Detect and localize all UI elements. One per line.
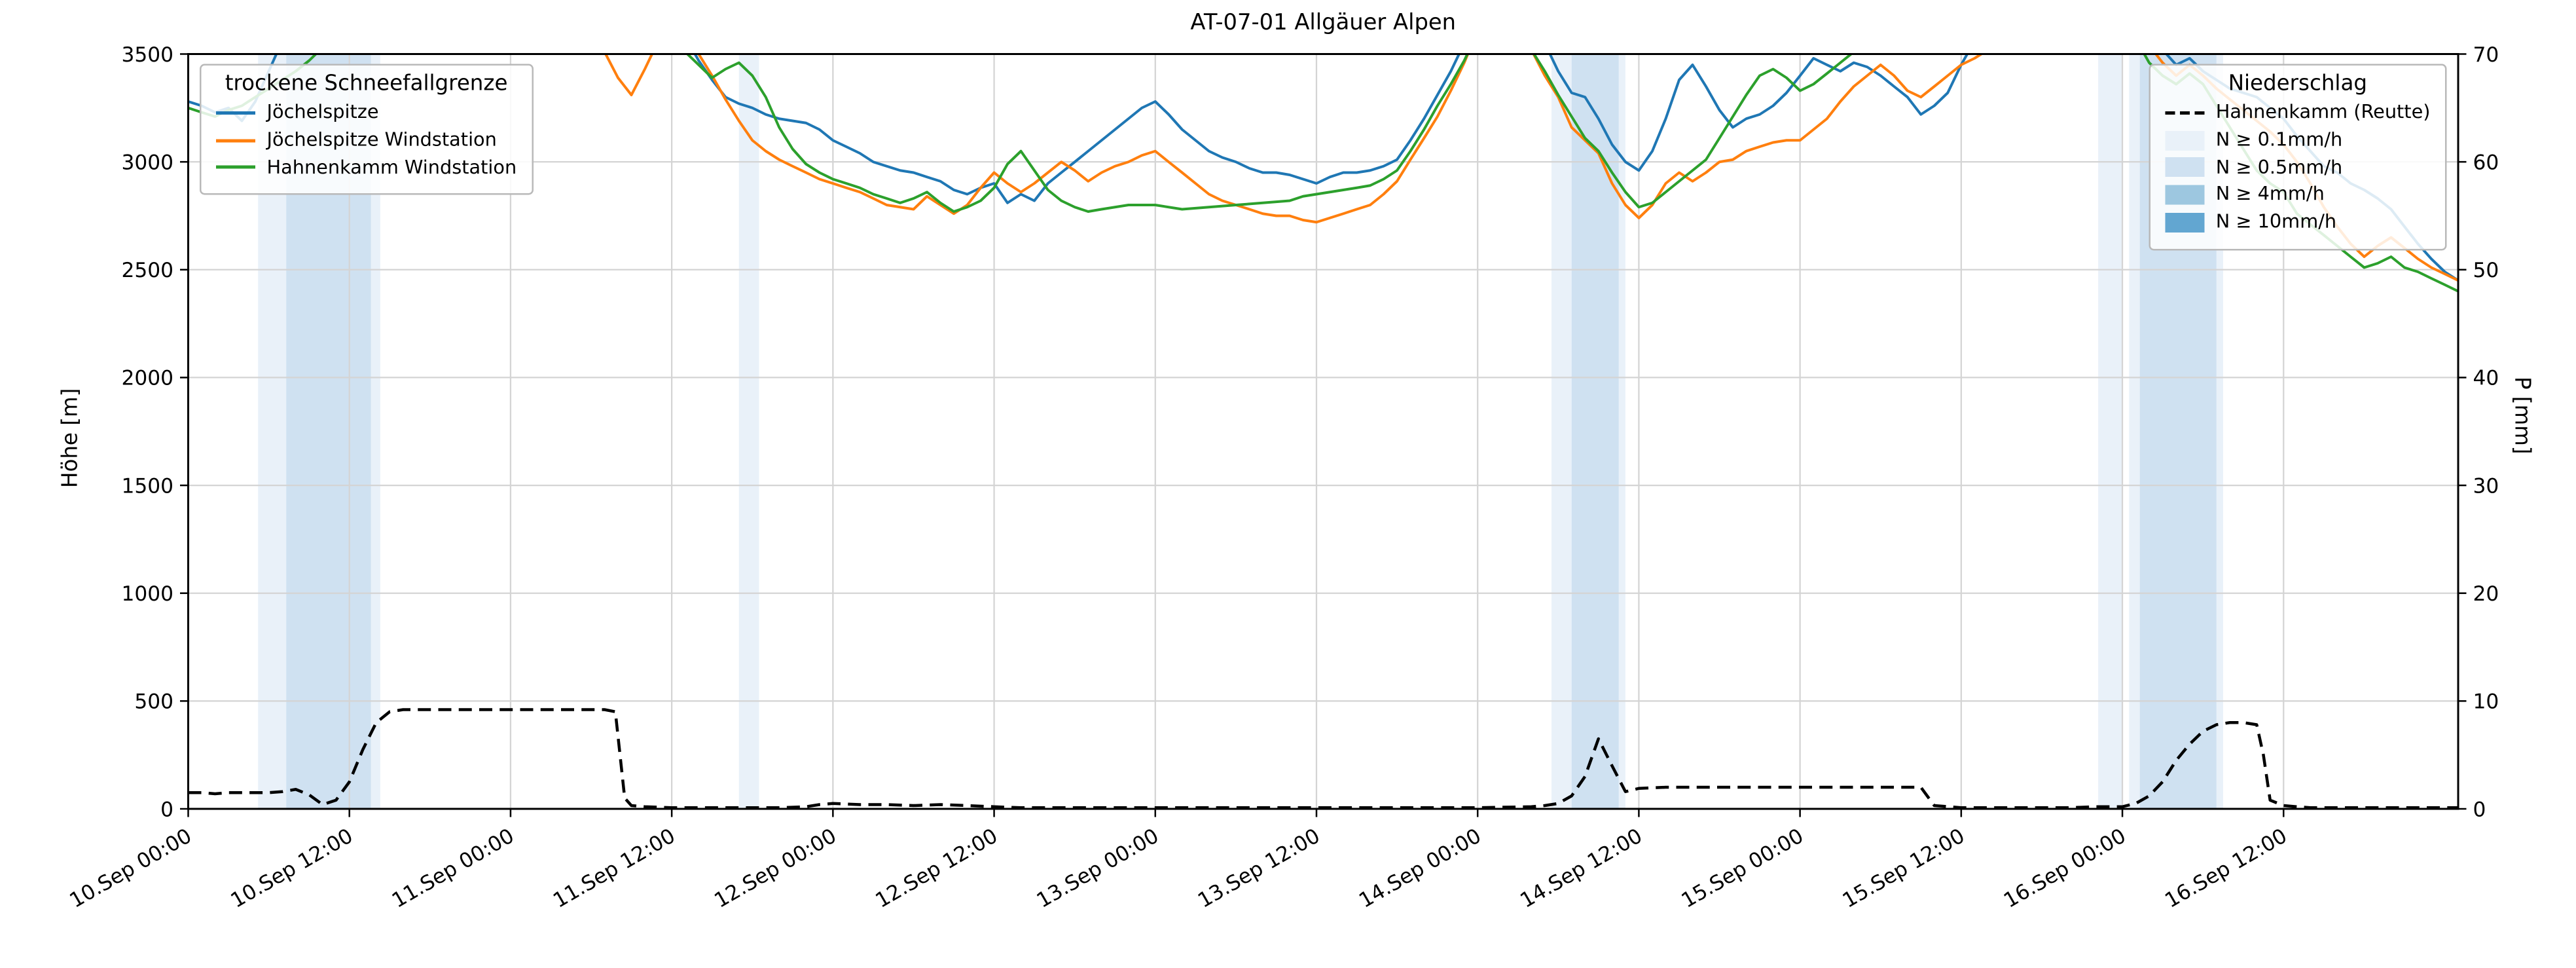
precip-band-0.1 (738, 54, 759, 809)
y-right-tick-label: 20 (2473, 582, 2499, 606)
x-tick-label: 10.Sep 12:00 (227, 824, 357, 912)
legend-label-n-10: N ≥ 10mm/h (2215, 210, 2337, 233)
legend-item-n-4: N ≥ 4mm/h (2165, 182, 2430, 206)
band-swatch-n-0-1 (2165, 130, 2205, 151)
y-axis-label-left: Höhe [m] (59, 388, 84, 488)
legend-label-joechelspitze-windstation: Jöchelspitze Windstation (266, 127, 497, 151)
y-right-tick-label: 60 (2473, 151, 2499, 174)
legend-item-n-0-1: N ≥ 0.1mm/h (2165, 127, 2430, 151)
y-left-tick-label: 3500 (121, 43, 173, 67)
x-tick-label: 15.Sep 12:00 (1839, 824, 1969, 912)
series-line-niederschlag-hahnenkamm-reutte (188, 708, 2458, 809)
y-right-tick-label: 50 (2473, 259, 2499, 282)
line-swatch-joechelspitze (216, 111, 255, 115)
x-tick-label: 16.Sep 12:00 (2161, 824, 2291, 912)
band-swatch-n-10 (2165, 213, 2205, 233)
legend-label-hahnenkamm-windstation: Hahnenkamm Windstation (266, 155, 517, 178)
x-tick-label: 14.Sep 00:00 (1355, 824, 1485, 912)
y-right-tick-label: 40 (2473, 367, 2499, 390)
y-axis-label-right: P [mm] (2509, 377, 2534, 455)
chart-title: AT-07-01 Allgäuer Alpen (1190, 10, 1457, 36)
y-left-tick-label: 2000 (121, 367, 173, 390)
x-tick-label: 16.Sep 00:00 (2000, 824, 2130, 912)
y-left-tick-label: 0 (160, 798, 173, 821)
legend-label-joechelspitze: Jöchelspitze (266, 100, 379, 123)
legend-item-n-0-5: N ≥ 0.5mm/h (2165, 155, 2430, 179)
precip-band-0.5 (1571, 54, 1619, 809)
x-tick-label: 11.Sep 12:00 (549, 824, 680, 912)
x-tick-label: 15.Sep 00:00 (1677, 824, 1807, 912)
legend-item-joechelspitze: Jöchelspitze (216, 100, 517, 124)
legend-schneefallgrenze: trockene Schneefallgrenze Jöchelspitze J… (200, 64, 534, 196)
y-left-tick-label: 3000 (121, 151, 173, 174)
x-tick-label: 13.Sep 00:00 (1033, 824, 1163, 912)
band-swatch-n-4 (2165, 185, 2205, 206)
y-left-tick-label: 1500 (121, 474, 173, 498)
series-line-joechelspitze-windstation (604, 54, 2458, 282)
x-tick-label: 10.Sep 00:00 (65, 824, 196, 912)
line-swatch-joechelspitze-windstation (216, 138, 255, 142)
x-tick-label: 12.Sep 00:00 (710, 824, 841, 912)
precip-band-0.1 (2098, 54, 2123, 809)
legend-schneefallgrenze-title: trockene Schneefallgrenze (225, 72, 508, 97)
legend-item-n-10: N ≥ 10mm/h (2165, 210, 2430, 234)
legend-item-hahnenkamm-reutte: Hahnenkamm (Reutte) (2165, 100, 2431, 124)
y-right-tick-label: 10 (2473, 690, 2499, 714)
legend-label-n-0-1: N ≥ 0.1mm/h (2215, 127, 2343, 151)
y-right-tick-label: 70 (2473, 43, 2499, 67)
band-swatch-n-0-5 (2165, 158, 2205, 178)
x-tick-label: 13.Sep 12:00 (1194, 824, 1324, 912)
series-line-joechelspitze (188, 54, 2458, 282)
plot-border (187, 53, 2459, 810)
x-tick-label: 12.Sep 12:00 (871, 824, 1002, 912)
dashed-line-swatch (2165, 111, 2205, 115)
y-right-tick-label: 30 (2473, 474, 2499, 498)
legend-niederschlag-title: Niederschlag (2228, 72, 2368, 97)
line-swatch-hahnenkamm-windstation (216, 166, 255, 170)
y-left-tick-label: 2500 (121, 259, 173, 282)
legend-item-joechelspitze-windstation: Jöchelspitze Windstation (216, 127, 517, 151)
y-left-tick-label: 500 (134, 690, 173, 714)
x-tick-label: 11.Sep 00:00 (388, 824, 518, 912)
legend-item-hahnenkamm-windstation: Hahnenkamm Windstation (216, 155, 517, 179)
legend-label-hahnenkamm-reutte: Hahnenkamm (Reutte) (2215, 100, 2431, 123)
legend-label-n-0-5: N ≥ 0.5mm/h (2215, 155, 2343, 178)
x-tick-label: 14.Sep 12:00 (1516, 824, 1646, 912)
legend-niederschlag: Niederschlag Hahnenkamm (Reutte) N ≥ 0.1… (2149, 64, 2447, 251)
y-right-tick-label: 0 (2473, 798, 2486, 821)
y-left-tick-label: 1000 (121, 582, 173, 606)
legend-label-n-4: N ≥ 4mm/h (2215, 182, 2325, 206)
